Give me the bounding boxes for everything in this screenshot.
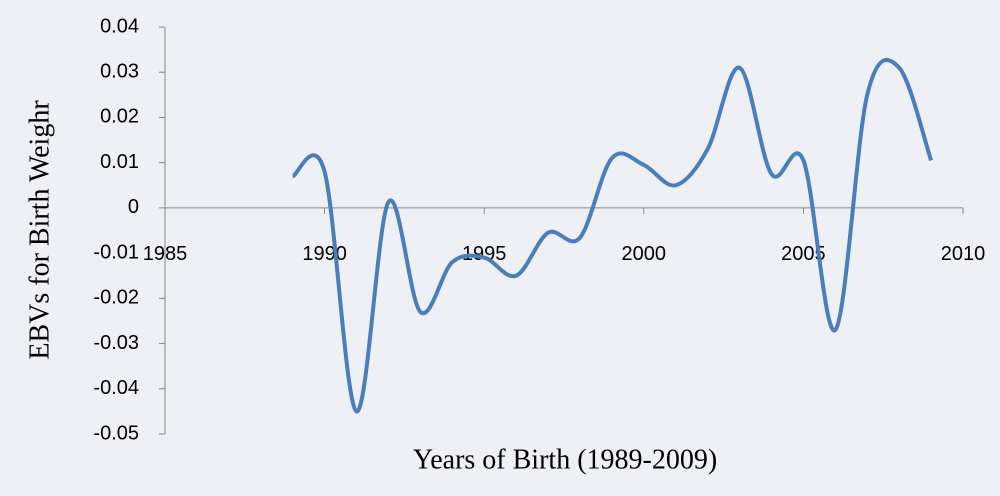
y-tick-label: 0.02 [100, 106, 139, 128]
x-tick-label: 2000 [622, 243, 667, 265]
y-tick-label: -0.04 [93, 377, 139, 399]
x-tick-label: 2010 [941, 243, 986, 265]
y-tick-label: -0.05 [93, 422, 139, 444]
y-tick-label: 0 [128, 196, 139, 218]
line [291, 58, 933, 414]
y-tick-label: -0.02 [93, 287, 139, 309]
x-tick-label: 1995 [462, 243, 507, 265]
x-tick-label: 1985 [143, 243, 188, 265]
y-tick-label: -0.03 [93, 332, 139, 354]
x-axis-title: Years of Birth (1989-2009) [413, 444, 717, 475]
y-tick-label: 0.04 [100, 15, 139, 37]
y-tick-label: -0.01 [93, 241, 139, 263]
y-tick-label: 0.01 [100, 151, 139, 173]
y-tick-label: 0.03 [100, 61, 139, 83]
y-axis-title: EBVs for Birth Weighr [24, 100, 55, 360]
x-tick-label: 1990 [302, 243, 347, 265]
x-tick-label: 2005 [781, 243, 826, 265]
